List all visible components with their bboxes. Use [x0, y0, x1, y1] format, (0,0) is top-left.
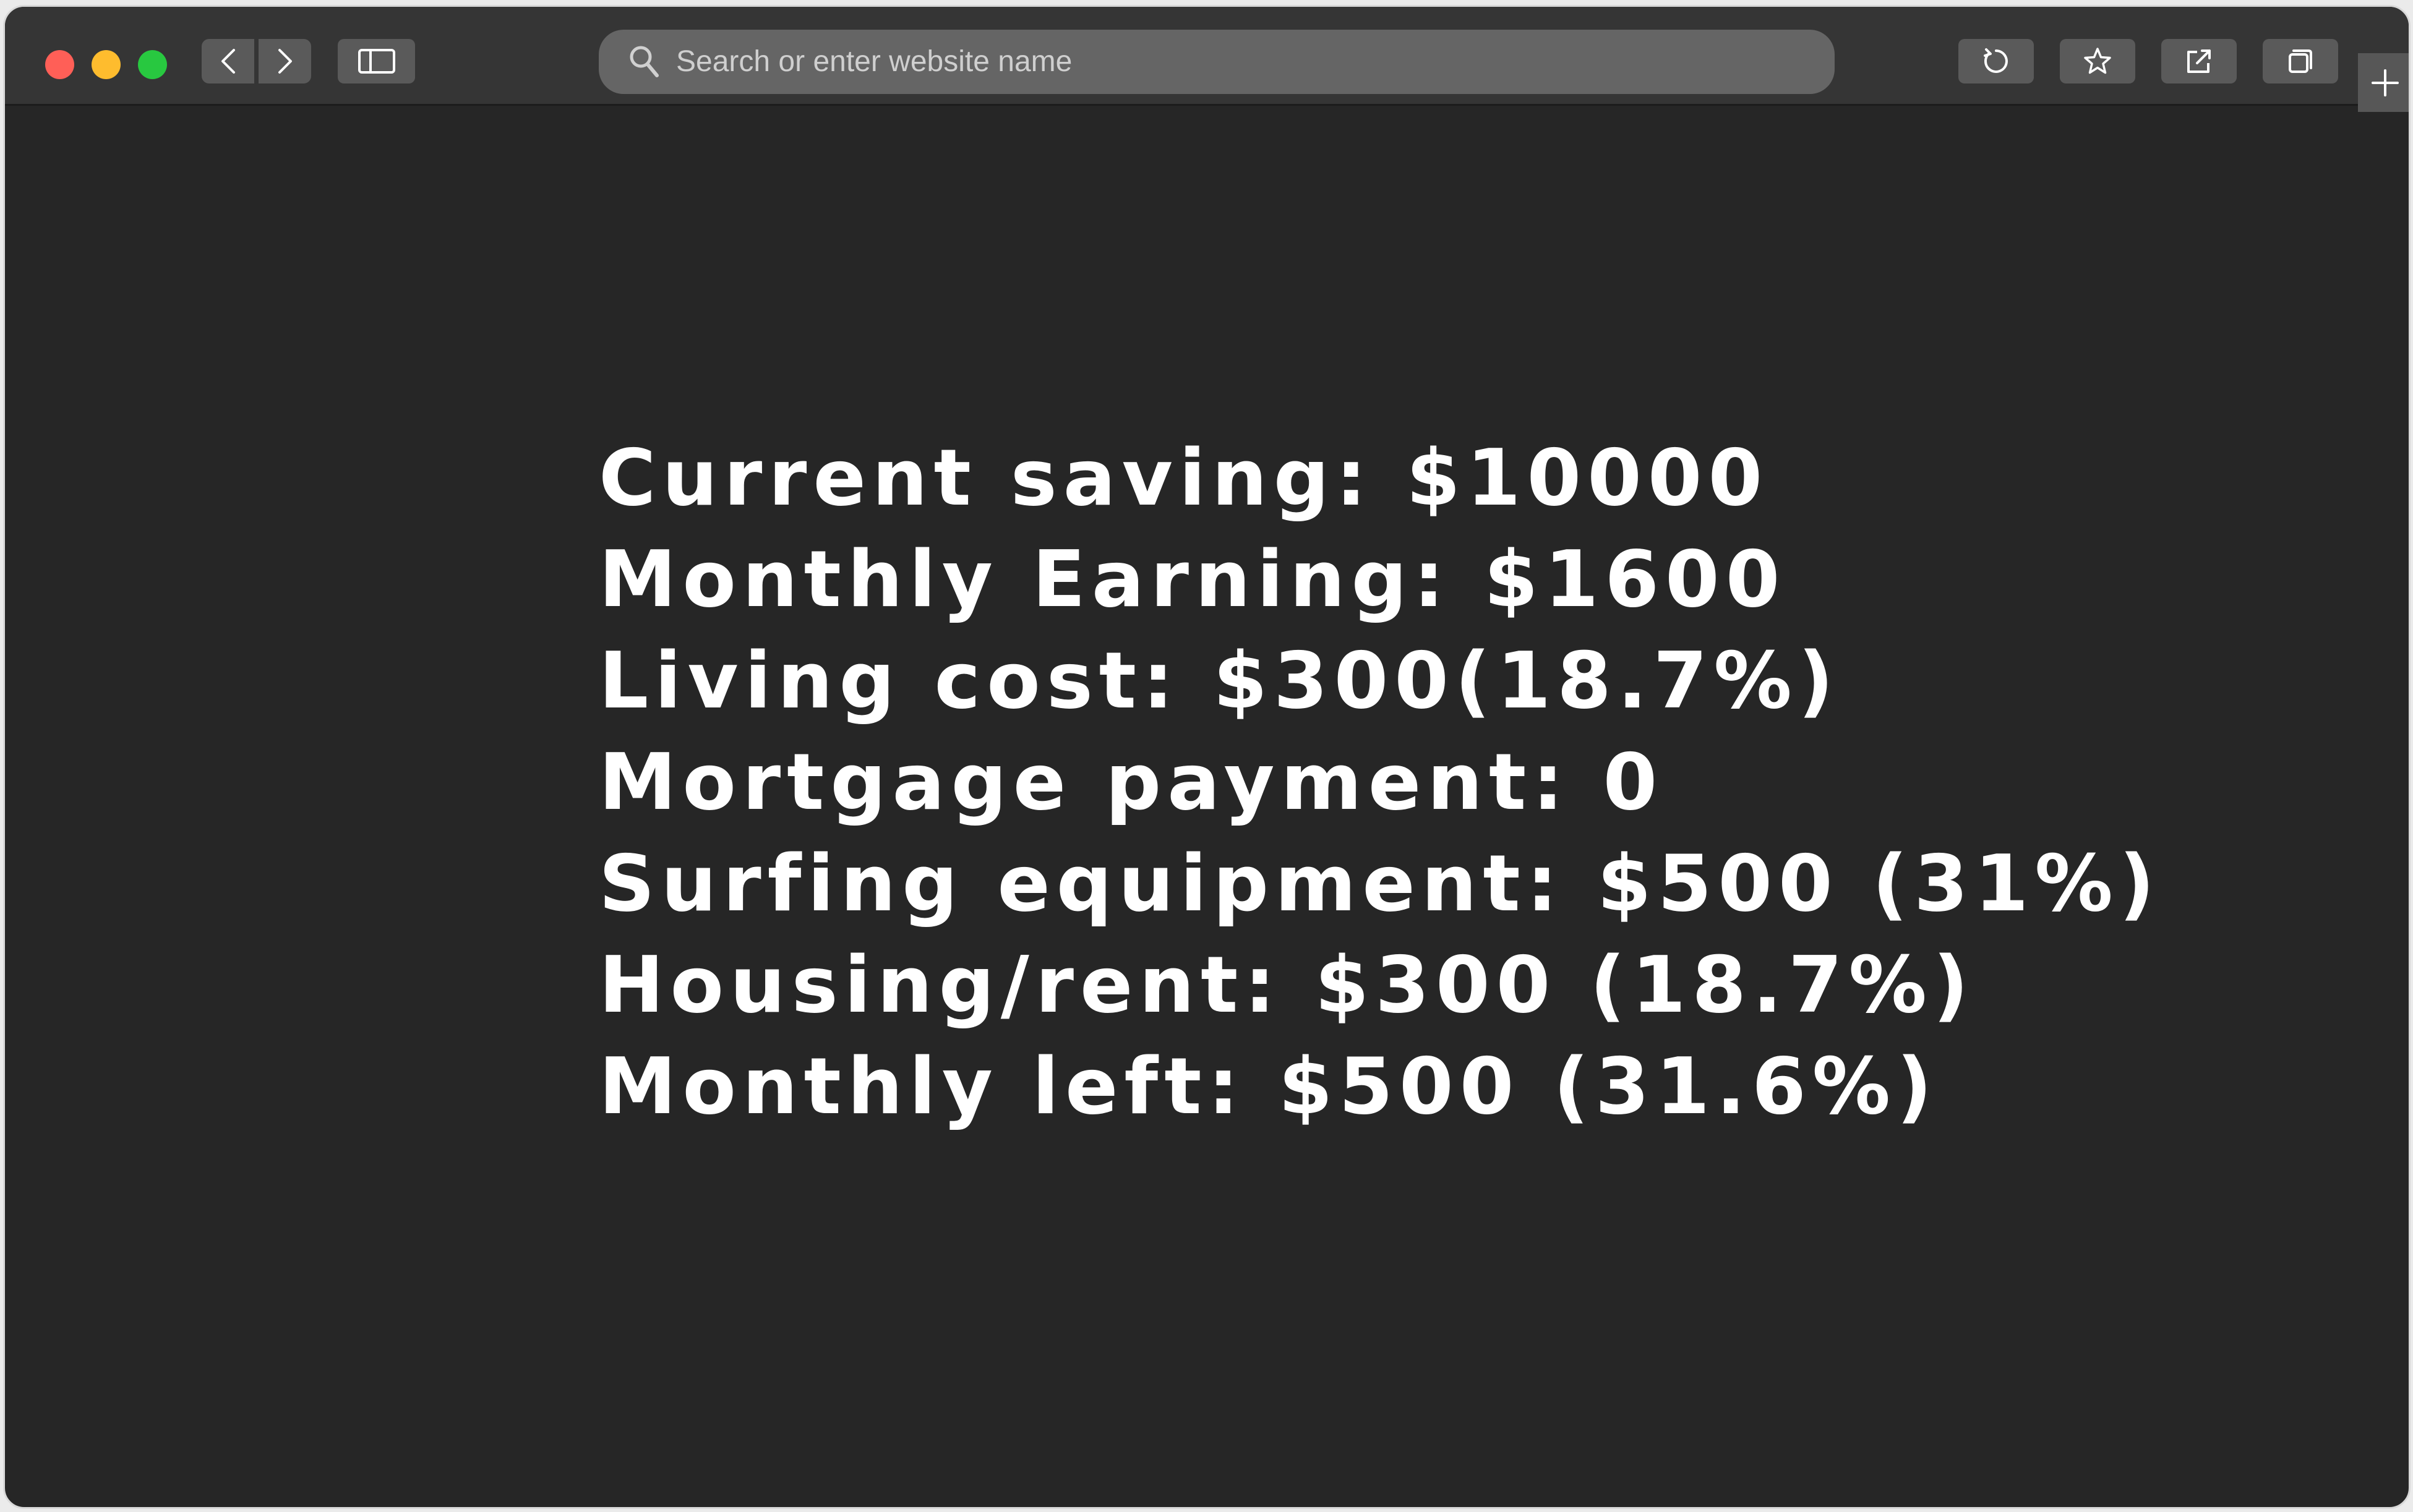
browser-toolbar: Search or enter website name: [5, 7, 2409, 106]
current-saving-line: Current saving: $10000: [599, 432, 1769, 523]
budget-summary: Current saving: $10000 Monthly Earning: …: [599, 427, 2161, 1137]
sidebar-icon: [358, 49, 395, 74]
address-bar[interactable]: Search or enter website name: [599, 30, 1835, 94]
reload-icon: [1984, 48, 2008, 73]
forward-button[interactable]: [259, 39, 311, 83]
housing-rent-line: Housing/rent: $300 (18.7%): [599, 939, 1975, 1030]
tabs-icon: [2289, 49, 2312, 73]
share-button[interactable]: [2161, 39, 2237, 83]
sidebar-toggle-button[interactable]: [338, 39, 415, 83]
plus-icon: [2372, 69, 2399, 96]
minimize-window-button[interactable]: [92, 50, 121, 79]
chevron-left-icon: [221, 49, 235, 74]
living-cost-line: Living cost: $300(18.7%): [599, 635, 1840, 726]
reload-button[interactable]: [1958, 39, 2034, 83]
back-button[interactable]: [202, 39, 254, 83]
maximize-window-button[interactable]: [138, 50, 167, 79]
search-icon: [630, 46, 659, 77]
monthly-left-line: Monthly left: $500 (31.6%): [599, 1041, 1939, 1132]
star-icon: [2084, 48, 2111, 74]
tabs-overview-button[interactable]: [2263, 39, 2338, 83]
close-window-button[interactable]: [45, 50, 74, 79]
page-content: Current saving: $10000 Monthly Earning: …: [5, 106, 2409, 1507]
share-icon: [2187, 49, 2211, 73]
search-input[interactable]: Search or enter website name: [676, 45, 1073, 78]
new-tab-button[interactable]: [2358, 53, 2409, 112]
chevron-right-icon: [278, 49, 292, 74]
mortgage-payment-line: Mortgage payment: 0: [599, 737, 1664, 827]
monthly-earning-line: Monthly Earning: $1600: [599, 534, 1786, 625]
browser-window: Search or enter website name: [3, 5, 2411, 1509]
surfing-equipment-line: Surfing equipment: $500 (31%): [599, 838, 2161, 929]
bookmark-button[interactable]: [2060, 39, 2135, 83]
